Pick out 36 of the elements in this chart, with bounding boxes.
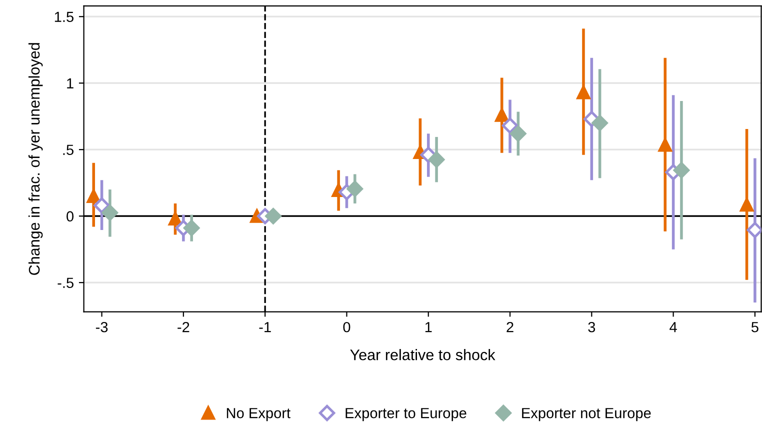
x-tick-label: 2 — [506, 322, 514, 332]
point — [495, 108, 509, 122]
point — [94, 197, 110, 214]
point — [183, 220, 200, 236]
y-tick-label: 1.5 — [54, 12, 74, 22]
point — [168, 212, 182, 226]
y-tick-label: 0 — [66, 211, 74, 222]
point — [576, 86, 590, 100]
x-tick-label: 4 — [670, 322, 677, 332]
legend-label: Exporter to Europe — [346, 408, 466, 422]
y-tick-label: 1 — [67, 78, 74, 88]
point — [102, 204, 118, 221]
x-tick-label: 3 — [588, 322, 596, 332]
y-axis-title: Change in frac. of yer unemployed — [28, 43, 43, 275]
legend-label: No Export — [226, 408, 290, 422]
point — [658, 138, 672, 152]
x-tick-label: 0 — [343, 322, 350, 332]
point — [673, 162, 690, 178]
point — [592, 114, 608, 132]
point — [86, 189, 100, 203]
x-tick-label: 5 — [751, 322, 758, 332]
point — [502, 118, 518, 134]
x-tick-label: 1 — [425, 322, 432, 332]
x-tick-label: -3 — [96, 322, 108, 332]
point — [428, 151, 445, 168]
point — [510, 126, 526, 142]
y-tick-label: .5 — [63, 144, 74, 156]
x-tick-label: -1 — [259, 322, 271, 332]
x-axis-title: Year relative to shock — [350, 349, 496, 360]
legend-label: Exporter not Europe — [522, 408, 651, 422]
point — [346, 180, 364, 197]
x-tick-label: -2 — [178, 322, 190, 332]
y-tick-label: -.5 — [58, 278, 74, 288]
point — [746, 222, 762, 238]
point — [740, 198, 754, 212]
point — [265, 208, 282, 224]
